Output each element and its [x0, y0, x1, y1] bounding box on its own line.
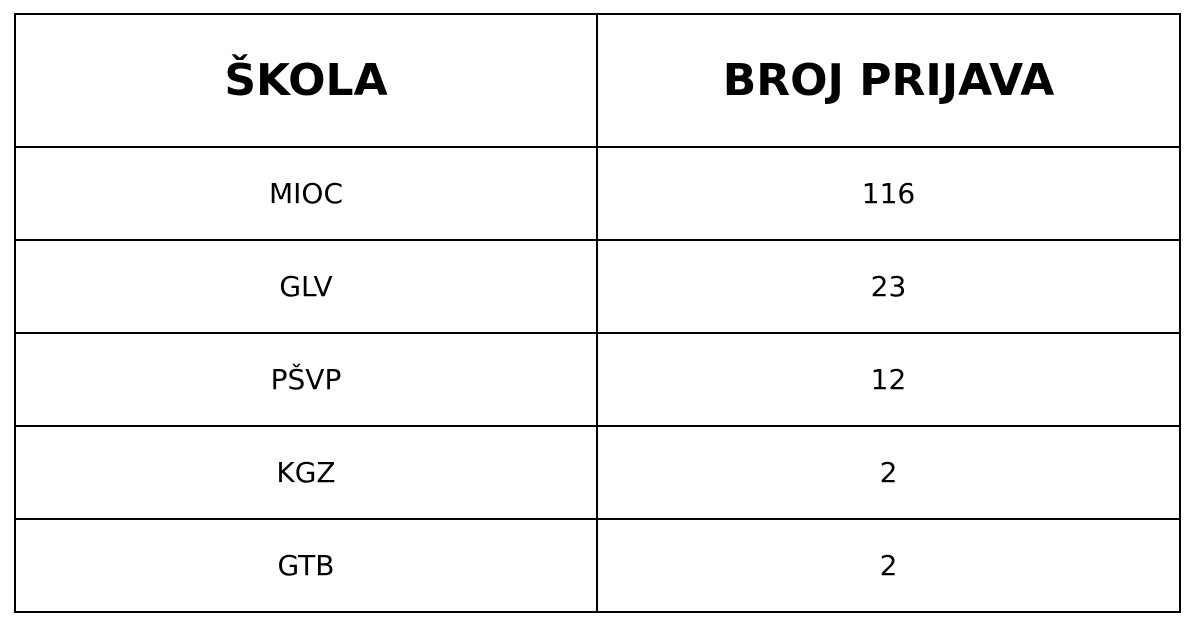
table-body: MIOC 116 GLV 23 PŠVP 12 KGZ 2 GTB 2 [14, 146, 1181, 613]
header-row: ŠKOLA BROJ PRIJAVA [14, 13, 1181, 148]
cell-school: PŠVP [14, 332, 598, 427]
cell-school: GTB [14, 518, 598, 613]
cell-school: GLV [14, 239, 598, 334]
table-row: GTB 2 [14, 518, 1181, 613]
table-row: MIOC 116 [14, 146, 1181, 241]
data-table: ŠKOLA BROJ PRIJAVA MIOC 116 GLV 23 PŠVP … [14, 13, 1181, 613]
cell-school: MIOC [14, 146, 598, 241]
cell-count: 23 [596, 239, 1181, 334]
header-cell-skola: ŠKOLA [14, 13, 598, 148]
table-row: PŠVP 12 [14, 332, 1181, 427]
table-row: KGZ 2 [14, 425, 1181, 520]
cell-school: KGZ [14, 425, 598, 520]
cell-count: 2 [596, 425, 1181, 520]
header-cell-broj-prijava: BROJ PRIJAVA [596, 13, 1181, 148]
cell-count: 12 [596, 332, 1181, 427]
data-table-container: ŠKOLA BROJ PRIJAVA MIOC 116 GLV 23 PŠVP … [14, 13, 1181, 613]
cell-count: 116 [596, 146, 1181, 241]
table-row: GLV 23 [14, 239, 1181, 334]
cell-count: 2 [596, 518, 1181, 613]
table-header: ŠKOLA BROJ PRIJAVA [14, 13, 1181, 148]
